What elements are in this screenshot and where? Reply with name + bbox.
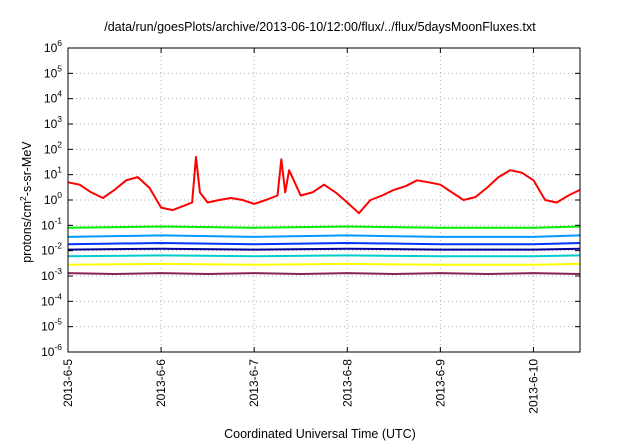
x-tick-label: 2013-6-10 xyxy=(526,359,540,414)
series-line xyxy=(67,254,581,258)
chart-title: /data/run/goesPlots/archive/2013-06-10/1… xyxy=(104,20,536,34)
x-axis-label: Coordinated Universal Time (UTC) xyxy=(224,427,416,441)
x-tick-label: 2013-6-8 xyxy=(340,359,354,407)
axis-ticks: 10-6 10-5 10-4 10-3 10-2 10-1 100 101 102 103 104 1… xyxy=(41,38,580,414)
grid-lines xyxy=(68,48,580,352)
series-line xyxy=(67,242,581,246)
y-tick-label: 104 xyxy=(44,89,62,106)
y-tick-label: 10-5 xyxy=(41,317,62,334)
y-tick-label: 10-2 xyxy=(41,241,62,258)
y-tick-label: 10-6 xyxy=(41,342,62,359)
y-tick-label: 100 xyxy=(44,190,62,207)
series-line xyxy=(67,272,581,275)
x-tick-label: 2013-6-9 xyxy=(433,359,447,407)
y-tick-label: 103 xyxy=(44,114,62,131)
y-tick-label: 105 xyxy=(44,63,62,80)
x-tick-label: 2013-6-6 xyxy=(154,359,168,407)
series-line xyxy=(67,225,581,229)
series-line xyxy=(67,247,581,251)
y-axis-label: protons/cm2-s-sr-MeV xyxy=(17,141,35,263)
y-tick-label: 106 xyxy=(44,38,62,55)
y-tick-label: 10-4 xyxy=(41,291,62,308)
x-tick-label: 2013-6-5 xyxy=(61,359,75,407)
series-lines xyxy=(67,156,581,275)
series-line xyxy=(67,156,581,215)
y-tick-label: 10-3 xyxy=(41,266,62,283)
series-line xyxy=(67,262,581,266)
y-tick-label: 10-1 xyxy=(41,215,62,232)
y-tick-label: 102 xyxy=(44,139,62,156)
x-tick-label: 2013-6-7 xyxy=(247,359,261,407)
series-line xyxy=(67,234,581,238)
y-tick-label: 101 xyxy=(44,165,62,182)
